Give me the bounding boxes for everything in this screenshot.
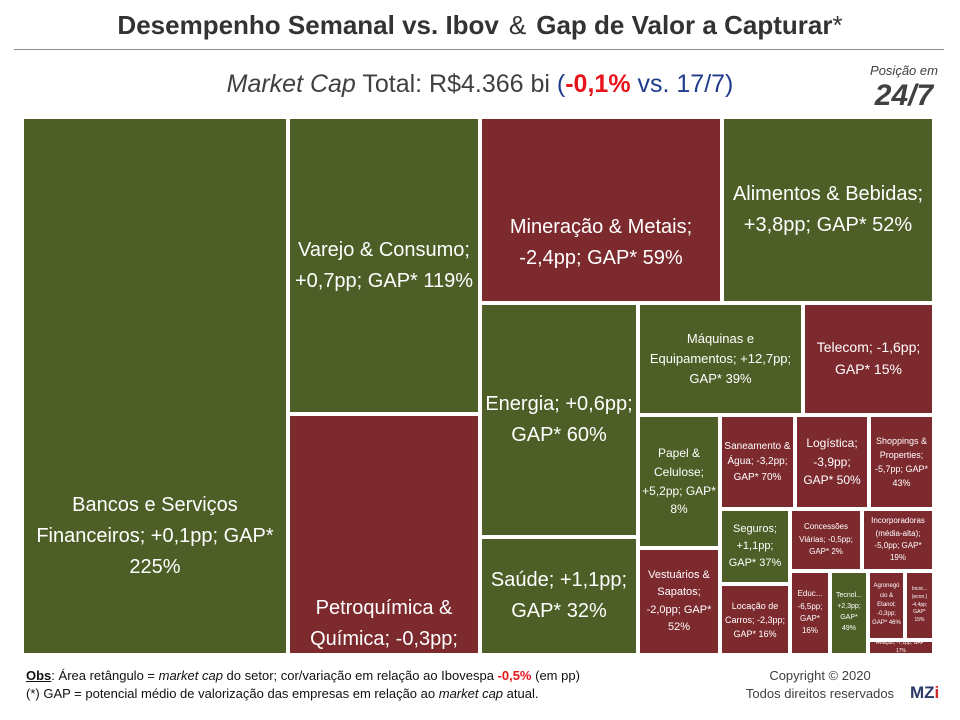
treemap-tile: Energia; +0,6pp; GAP* 60%	[480, 303, 638, 537]
treemap-tile: Mineração & Metais; -2,4pp; GAP* 59%	[480, 117, 722, 303]
treemap-tile: Incor... (econ.) -4,4pp; GAP* 15%	[905, 571, 934, 640]
tile-label: Petroquímica & Química; -0,3pp; GAP* 82%	[310, 597, 458, 650]
position-date: 24/7	[874, 79, 934, 112]
tile-label: Varejo & Consumo; +0,7pp; GAP* 119%	[294, 238, 474, 292]
tile-label: Incor... (econ.) -4,4pp; GAP* 15%	[911, 586, 928, 624]
treemap-tile: Aviação; -7,1pp; GAP* 17%	[868, 640, 934, 655]
tile-label: Máquinas e Equipamentos; +12,7pp; GAP* 3…	[649, 330, 792, 387]
treemap-tile: Shoppings & Properties; -5,7pp; GAP* 43%	[869, 415, 934, 509]
treemap-tile: Saúde; +1,1pp; GAP* 32%	[480, 537, 638, 655]
treemap-tile: Alimentos & Bebidas; +3,8pp; GAP* 52%	[722, 117, 934, 303]
rights-reserved: Todos direitos reservados	[745, 686, 895, 701]
treemap-tile: Papel & Celulose; +5,2pp; GAP* 8%	[638, 415, 720, 548]
treemap-tile: Telecom; -1,6pp; GAP* 15%	[803, 303, 934, 415]
tile-label: Saúde; +1,1pp; GAP* 32%	[490, 569, 628, 622]
treemap-tile: Logística; -3,9pp; GAP* 50%	[795, 415, 869, 509]
title-divider	[14, 49, 944, 50]
treemap-tile: Bancos e Serviços Financeiros; +0,1pp; G…	[22, 117, 288, 655]
tile-label: Vestuários & Sapatos; -2,0pp; GAP* 52%	[646, 569, 712, 633]
copyright: Copyright © 2020	[769, 668, 871, 683]
tile-label: Shoppings & Properties; -5,7pp; GAP* 43%	[874, 436, 929, 488]
tile-label: Logística; -3,9pp; GAP* 50%	[803, 436, 861, 488]
tile-label: Bancos e Serviços Financeiros; +0,1pp; G…	[36, 493, 274, 578]
treemap-tile: Máquinas e Equipamentos; +12,7pp; GAP* 3…	[638, 303, 803, 415]
treemap-tile: Educ... -6,5pp; GAP* 16%	[790, 571, 830, 655]
tile-label: Saneamento & Água; -3,2pp; GAP* 70%	[724, 440, 791, 483]
tile-label: Telecom; -1,6pp; GAP* 15%	[816, 339, 921, 377]
tile-label: Agronegó cio & Etanol; -0,3pp; GAP* 46%	[872, 583, 901, 627]
tile-label: Incorporadoras (média-alta); -5,0pp; GAP…	[871, 516, 925, 563]
footnote-gap: (*) GAP = potencial médio de valorização…	[26, 686, 539, 701]
chart-subtitle: Market Cap Total: R$4.366 bi (-0,1% vs. …	[226, 70, 734, 98]
treemap-tile: Concessões Viárias; -0,5pp; GAP* 2%	[790, 509, 862, 571]
tile-label: Concessões Viárias; -0,5pp; GAP* 2%	[799, 522, 853, 557]
treemap-tile: Petroquímica & Química; -0,3pp; GAP* 82%	[288, 414, 480, 655]
footnote-obs: Obs: Área retângulo = market cap do seto…	[26, 668, 580, 683]
tile-label: Educ... -6,5pp; GAP* 16%	[797, 589, 823, 636]
tile-label: Locação de Carros; -2,3pp; GAP* 16%	[724, 600, 786, 639]
chart-title: Desempenho Semanal vs. Ibov & Gap de Valor…	[117, 10, 843, 40]
tile-label: Tecnol... +2,3pp; GAP* 49%	[835, 592, 863, 632]
treemap-tile: Varejo & Consumo; +0,7pp; GAP* 119%	[288, 117, 480, 414]
tile-label: Alimentos & Bebidas; +3,8pp; GAP* 52%	[732, 183, 924, 236]
tile-label: Mineração & Metais; -2,4pp; GAP* 59%	[509, 215, 693, 269]
treemap-tile: Agronegó cio & Etanol; -0,3pp; GAP* 46%	[868, 571, 905, 640]
treemap-tile: Seguros; +1,1pp; GAP* 37%	[720, 509, 790, 584]
treemap-tile: Saneamento & Água; -3,2pp; GAP* 70%	[720, 415, 795, 509]
treemap-tile: Incorporadoras (média-alta); -5,0pp; GAP…	[862, 509, 934, 571]
mzi-logo: MZi	[910, 683, 940, 702]
tile-label: Aviação; -7,1pp; GAP* 17%	[876, 640, 926, 654]
tile-label: Energia; +0,6pp; GAP* 60%	[485, 393, 633, 446]
treemap-tile: Vestuários & Sapatos; -2,0pp; GAP* 52%	[638, 548, 720, 655]
tile-label: Seguros; +1,1pp; GAP* 37%	[728, 522, 782, 570]
treemap-tile: Locação de Carros; -2,3pp; GAP* 16%	[720, 584, 790, 655]
tile-label: Papel & Celulose; +5,2pp; GAP* 8%	[642, 446, 716, 517]
position-label: Posição em	[870, 63, 938, 78]
treemap-tile: Tecnol... +2,3pp; GAP* 49%	[830, 571, 868, 655]
